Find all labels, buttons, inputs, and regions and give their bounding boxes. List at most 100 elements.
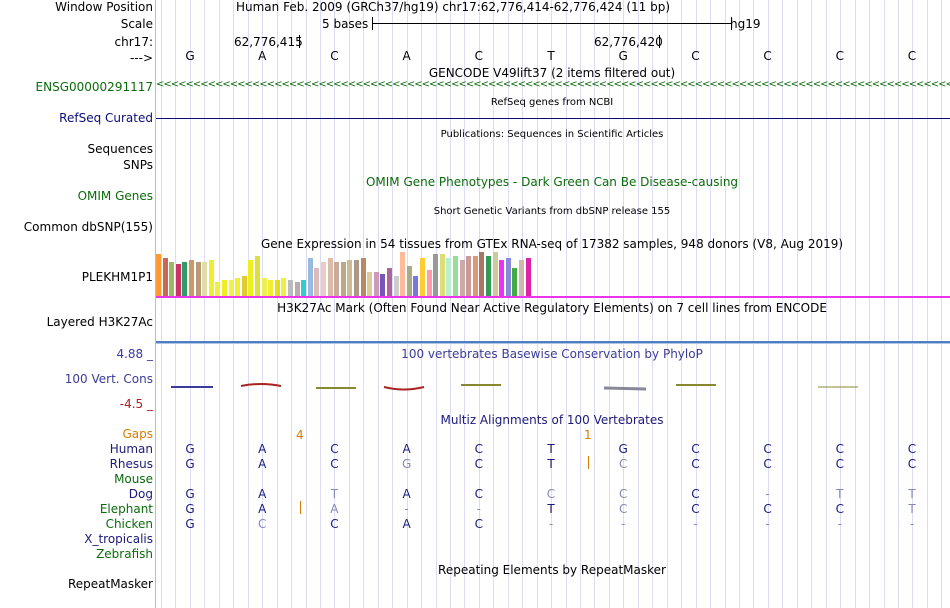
- gtex-tissue-bar[interactable]: [281, 278, 287, 296]
- omim-track-label[interactable]: OMIM Genes: [77, 189, 153, 203]
- snps-track-label[interactable]: SNPs: [123, 158, 153, 172]
- alignment-base: -: [476, 502, 481, 516]
- gtex-tissue-bar[interactable]: [347, 260, 353, 296]
- alignment-base: C: [474, 487, 483, 501]
- gtex-tissue-bar[interactable]: [519, 260, 524, 296]
- gtex-tissue-bar[interactable]: [255, 256, 260, 296]
- gtex-tissue-bar[interactable]: [367, 272, 373, 296]
- gtex-tissue-bar[interactable]: [241, 276, 247, 296]
- gtex-tissue-bar[interactable]: [492, 252, 498, 296]
- gtex-tissue-bar[interactable]: [525, 258, 531, 296]
- gtex-tissue-bar[interactable]: [499, 260, 505, 296]
- gtex-tissue-bar[interactable]: [400, 252, 406, 296]
- track-data-area[interactable]: Human Feb. 2009 (GRCh37/hg19) chr17:62,7…: [156, 0, 950, 608]
- gtex-tissue-bar[interactable]: [162, 258, 168, 296]
- gtex-tissue-bar[interactable]: [380, 274, 386, 296]
- gtex-tissue-bar[interactable]: [387, 268, 392, 296]
- gtex-tissue-bar[interactable]: [248, 260, 254, 296]
- gtex-tissue-bar[interactable]: [288, 280, 293, 296]
- gencode-gene-label[interactable]: ENSG00000291117: [35, 80, 153, 94]
- gtex-tissue-bar[interactable]: [307, 258, 313, 296]
- refseq-track-label[interactable]: RefSeq Curated: [59, 111, 153, 125]
- gtex-tissue-bar[interactable]: [314, 268, 320, 296]
- gtex-tissue-bar[interactable]: [453, 256, 458, 296]
- species-label[interactable]: Mouse: [114, 472, 153, 486]
- h3k27ac-track-label[interactable]: Layered H3K27Ac: [46, 315, 153, 329]
- phylop-wiggle[interactable]: [156, 378, 950, 398]
- gtex-tissue-bar[interactable]: [156, 254, 161, 296]
- gtex-tissue-bar[interactable]: [235, 278, 241, 296]
- gtex-tissue-bar[interactable]: [505, 258, 511, 296]
- gtex-tissue-bar[interactable]: [321, 262, 326, 296]
- gtex-tissue-bar[interactable]: [334, 262, 340, 296]
- gtex-tissue-bar[interactable]: [301, 280, 307, 296]
- gtex-tissue-bar[interactable]: [175, 264, 181, 296]
- species-label[interactable]: Elephant: [99, 502, 153, 516]
- alignment-base: C: [691, 487, 700, 501]
- gtex-tissue-bar[interactable]: [446, 258, 452, 296]
- gtex-tissue-bars[interactable]: [156, 252, 536, 296]
- species-label[interactable]: Chicken: [105, 517, 153, 531]
- gtex-tissue-bar[interactable]: [439, 254, 445, 296]
- gtex-tissue-bar[interactable]: [189, 260, 194, 296]
- gtex-tissue-bar[interactable]: [393, 276, 399, 296]
- gtex-tissue-bar[interactable]: [261, 278, 267, 296]
- alignment-base: T: [547, 502, 555, 516]
- gtex-tissue-bar[interactable]: [406, 266, 412, 296]
- gtex-tissue-bar[interactable]: [195, 262, 201, 296]
- gtex-tissue-bar[interactable]: [294, 282, 300, 296]
- h3k27ac-signal-line[interactable]: [156, 341, 950, 343]
- refseq-gene-line[interactable]: [156, 118, 950, 119]
- gtex-tissue-bar[interactable]: [466, 256, 472, 296]
- pane-separator: [155, 0, 156, 608]
- repeatmasker-track-label[interactable]: RepeatMasker: [67, 577, 153, 591]
- gtex-gene-label[interactable]: PLEKHM1P1: [81, 270, 153, 284]
- gtex-tissue-bar[interactable]: [373, 272, 379, 296]
- dbsnp-track-label[interactable]: Common dbSNP(155): [23, 220, 153, 234]
- sequences-track-label[interactable]: Sequences: [87, 142, 153, 156]
- gencode-gene-feature[interactable]: <<<<<<<<<<<<<<<<<<<<<<<<<<<<<<<<<<<<<<<<…: [156, 79, 950, 90]
- gridline: [696, 0, 697, 608]
- species-label[interactable]: X_tropicalis: [84, 532, 153, 546]
- gtex-tissue-bar[interactable]: [327, 258, 333, 296]
- gtex-tissue-bar[interactable]: [208, 260, 214, 296]
- species-label[interactable]: Dog: [128, 487, 153, 501]
- gtex-tissue-bar[interactable]: [486, 256, 491, 296]
- alignment-base: C: [474, 442, 483, 456]
- alignment-base: T: [547, 457, 555, 471]
- species-label[interactable]: Zebrafish: [96, 547, 153, 561]
- scale-bar: [372, 23, 731, 24]
- track-label-pane: Window Position Scale chr17: ---> ENSG00…: [0, 0, 155, 608]
- gtex-tissue-bar[interactable]: [512, 268, 518, 296]
- gtex-tissue-bar[interactable]: [426, 270, 432, 296]
- gtex-tissue-bar[interactable]: [182, 262, 188, 296]
- gtex-tissue-bar[interactable]: [354, 260, 359, 296]
- gridline: [320, 0, 321, 608]
- gtex-tissue-bar[interactable]: [420, 258, 425, 296]
- gtex-tissue-bar[interactable]: [274, 280, 280, 296]
- phylop-max-label: 4.88 _: [116, 347, 153, 361]
- gtex-tissue-bar[interactable]: [202, 262, 208, 296]
- gridline: [551, 0, 552, 608]
- phylop-track-label[interactable]: 100 Vert. Cons: [64, 372, 153, 386]
- gtex-tissue-bar[interactable]: [268, 280, 274, 296]
- gtex-tissue-bar[interactable]: [472, 256, 478, 296]
- species-label[interactable]: Rhesus: [109, 457, 153, 471]
- gtex-tissue-bar[interactable]: [459, 260, 465, 296]
- species-label[interactable]: Human: [109, 442, 153, 456]
- alignment-base: C: [330, 517, 339, 531]
- gtex-tissue-bar[interactable]: [413, 276, 419, 296]
- gtex-tissue-bar[interactable]: [479, 252, 485, 296]
- gtex-gene-line[interactable]: [156, 296, 950, 298]
- gridline: [623, 0, 624, 608]
- alignment-base: C: [546, 487, 556, 501]
- gtex-tissue-bar[interactable]: [340, 262, 346, 296]
- gtex-tissue-bar[interactable]: [222, 280, 227, 296]
- gtex-tissue-bar[interactable]: [360, 258, 366, 296]
- gtex-tissue-bar[interactable]: [215, 282, 221, 296]
- gridline: [219, 0, 220, 608]
- gtex-tissue-bar[interactable]: [433, 254, 439, 296]
- gtex-tissue-bar[interactable]: [228, 280, 234, 296]
- gtex-tissue-bar[interactable]: [169, 262, 175, 296]
- gridline: [204, 0, 205, 608]
